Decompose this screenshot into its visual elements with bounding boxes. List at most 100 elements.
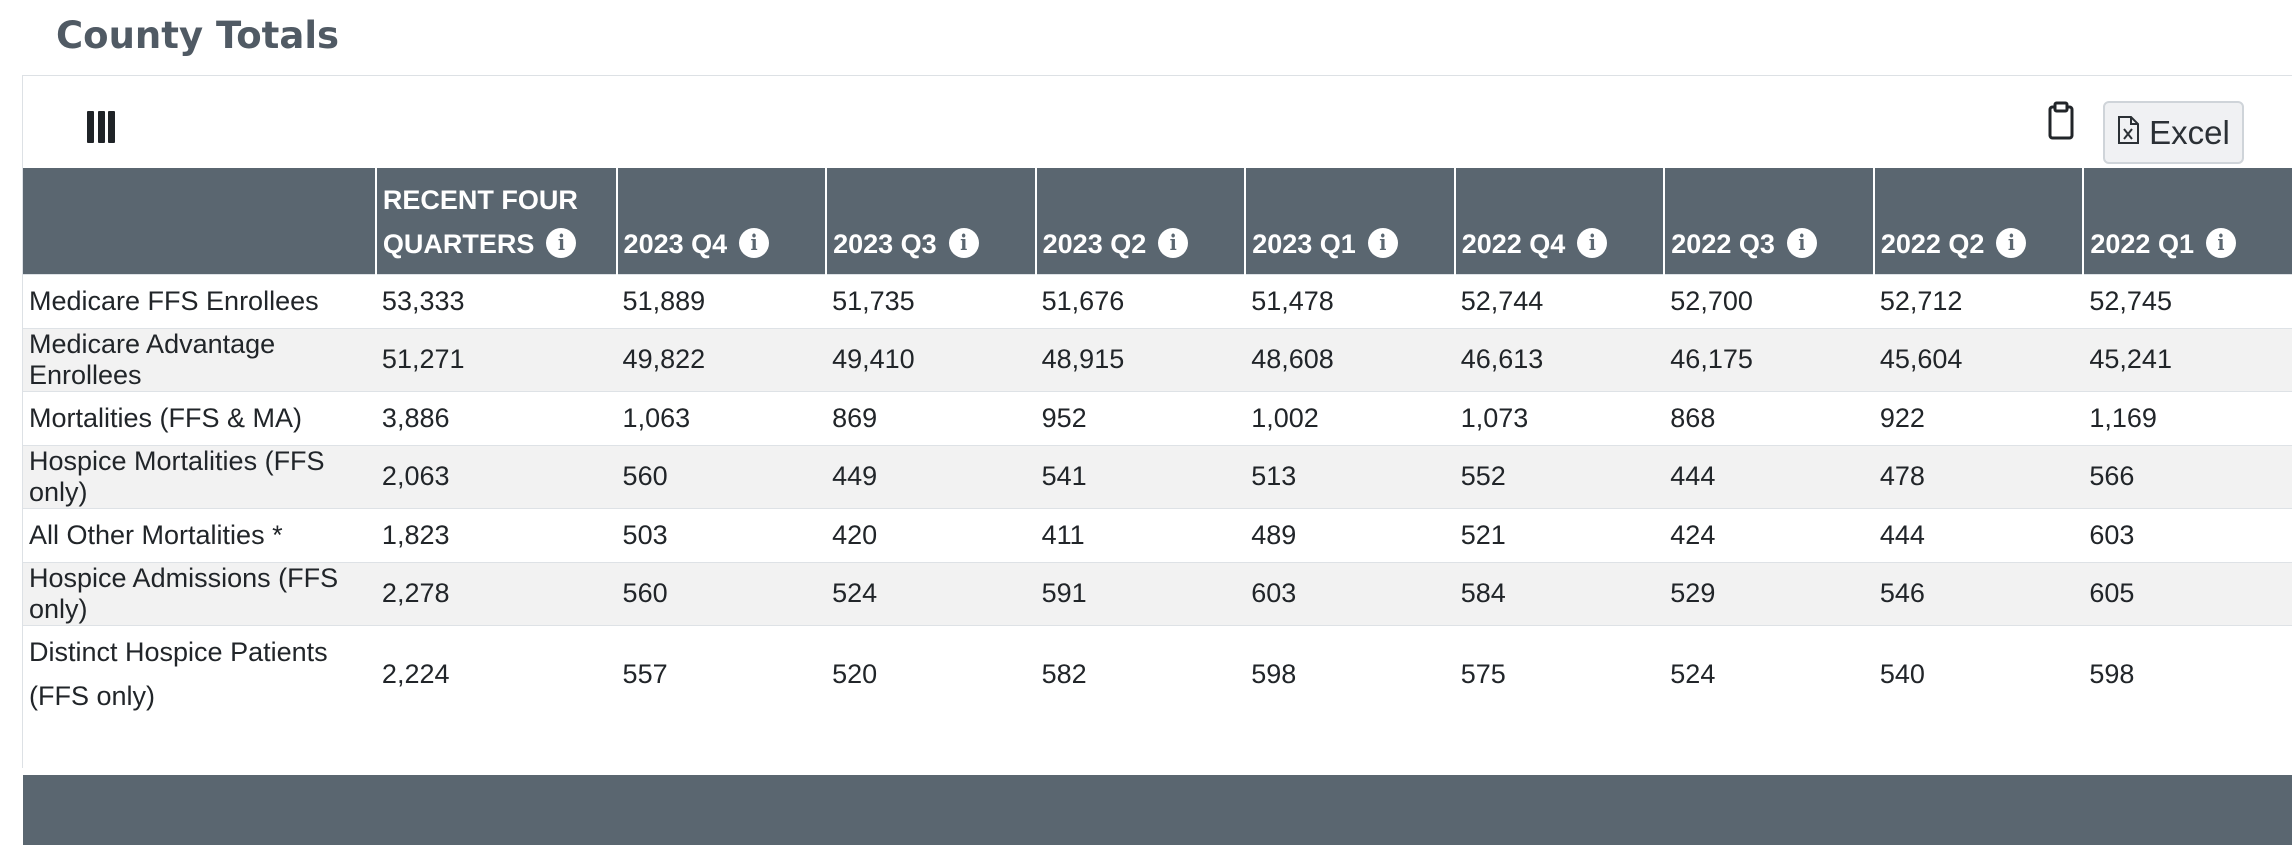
table-cell: 591 — [1035, 561, 1246, 625]
table-cell: 424 — [1664, 507, 1874, 562]
table-cell: 420 — [826, 507, 1036, 562]
table-row: Distinct Hospice Patients (FFS only) 2,22… — [23, 624, 2292, 723]
row-label: Medicare Advantage Enrollees — [23, 327, 376, 391]
table-cell: 605 — [2083, 561, 2292, 625]
table-cell: 2,278 — [375, 561, 617, 625]
row-label: Hospice Admissions (FFS only) — [23, 561, 376, 625]
table-cell: 524 — [1664, 624, 1874, 723]
column-header[interactable]: 2022 Q2 i — [1872, 168, 2084, 274]
table-cell: 444 — [1873, 507, 2084, 562]
table-row: Hospice Mortalities (FFS only) 2,063 560 44… — [23, 444, 2292, 508]
info-icon[interactable]: i — [1367, 228, 1398, 259]
column-header-label: 2022 Q4 — [1461, 228, 1566, 259]
row-label: All Other Mortalities * — [23, 507, 376, 562]
table-cell: 521 — [1454, 507, 1665, 562]
info-icon[interactable]: i — [546, 228, 577, 259]
excel-export-button[interactable]: Excel — [2103, 101, 2244, 164]
column-header-label: 2022 Q1 — [2090, 228, 2194, 259]
table-cell: 2,224 — [375, 624, 617, 723]
column-header[interactable]: 2022 Q3 i — [1663, 168, 1874, 274]
table-cell: 52,712 — [1873, 273, 2084, 328]
table-cell: 868 — [1664, 390, 1874, 445]
header-corner — [23, 168, 376, 274]
info-icon[interactable]: i — [1996, 228, 2027, 259]
table-cell: 541 — [1035, 444, 1246, 508]
table-cell: 51,735 — [826, 273, 1036, 328]
table-cell: 552 — [1454, 444, 1665, 508]
info-icon[interactable]: i — [2205, 228, 2236, 259]
column-header-label: 2023 Q2 — [1042, 228, 1147, 259]
column-header-label: 2022 Q2 — [1880, 228, 1985, 259]
table-cell: 503 — [616, 507, 827, 562]
column-header[interactable]: RECENT FOUR QUARTERS i — [374, 168, 617, 274]
table-cell: 45,241 — [2083, 327, 2292, 391]
table-cell: 575 — [1454, 624, 1665, 723]
table-cell: 52,700 — [1664, 273, 1874, 328]
column-header[interactable]: 2023 Q1 i — [1244, 168, 1455, 274]
county-totals-table: RECENT FOUR QUARTERS i 2023 Q4 i 2023 Q3 i 202… — [23, 168, 2292, 723]
table-cell: 53,333 — [375, 273, 617, 328]
table-row: Medicare FFS Enrollees 53,333 51,889 51,735… — [23, 273, 2292, 328]
column-header[interactable]: 2023 Q2 i — [1034, 168, 1246, 274]
column-header-label: 2022 Q3 — [1671, 228, 1775, 259]
section-title: County Totals — [56, 14, 340, 57]
column-header-label: 2023 Q3 — [833, 228, 937, 259]
table-cell: 49,410 — [826, 327, 1036, 391]
table-cell: 1,169 — [2083, 390, 2292, 445]
table-cell: 1,002 — [1245, 390, 1455, 445]
table-cell: 52,745 — [2083, 273, 2292, 328]
column-header[interactable]: 2023 Q3 i — [825, 168, 1036, 274]
column-header[interactable]: 2022 Q4 i — [1453, 168, 1665, 274]
column-header-label: 2023 Q1 — [1252, 228, 1356, 259]
info-icon[interactable]: i — [1158, 228, 1189, 259]
table-cell: 598 — [2083, 624, 2292, 723]
table-cell: 520 — [826, 624, 1036, 723]
info-icon[interactable]: i — [739, 228, 770, 259]
clipboard-icon[interactable] — [2041, 98, 2081, 146]
table-cell: 546 — [1873, 561, 2084, 625]
table-cell: 529 — [1664, 561, 1874, 625]
table-cell: 52,744 — [1454, 273, 1665, 328]
column-visibility-icon[interactable] — [87, 111, 115, 143]
table-cell: 560 — [616, 444, 827, 508]
table-cell: 48,608 — [1245, 327, 1455, 391]
table-cell: 540 — [1873, 624, 2084, 723]
table-toolbar: Excel — [23, 76, 2292, 168]
table-row: Medicare Advantage Enrollees 51,271 49,822… — [23, 327, 2292, 391]
table-cell: 478 — [1873, 444, 2084, 508]
file-excel-icon — [2117, 114, 2140, 152]
column-header[interactable]: 2023 Q4 i — [615, 168, 827, 274]
row-label: Distinct Hospice Patients (FFS only) — [23, 624, 376, 723]
table-cell: 51,478 — [1245, 273, 1455, 328]
row-label: Hospice Mortalities (FFS only) — [23, 444, 376, 508]
table-cell: 603 — [1245, 561, 1455, 625]
table-cell: 557 — [616, 624, 827, 723]
column-header[interactable]: 2022 Q1 i — [2082, 168, 2292, 274]
info-icon[interactable]: i — [948, 228, 979, 259]
table-cell: 598 — [1245, 624, 1455, 723]
table-cell: 566 — [2083, 444, 2292, 508]
table-cell: 51,271 — [375, 327, 617, 391]
table-cell: 51,676 — [1035, 273, 1246, 328]
table-row: Hospice Admissions (FFS only) 2,278 560 524… — [23, 561, 2292, 625]
table-cell: 411 — [1035, 507, 1246, 562]
table-cell: 51,889 — [616, 273, 827, 328]
info-icon[interactable]: i — [1786, 228, 1817, 259]
table-cell: 449 — [826, 444, 1036, 508]
table-cell: 3,886 — [375, 390, 617, 445]
table-cell: 952 — [1035, 390, 1246, 445]
table-row: All Other Mortalities * 1,823 503 420 411 489… — [23, 507, 2292, 562]
table-cell: 922 — [1873, 390, 2084, 445]
table-cell: 489 — [1245, 507, 1455, 562]
table-cell: 1,073 — [1454, 390, 1665, 445]
column-header-label: 2023 Q4 — [623, 228, 728, 259]
table-cell: 46,613 — [1454, 327, 1665, 391]
table-footer-bar — [23, 775, 2292, 845]
info-icon[interactable]: i — [1577, 228, 1608, 259]
row-label: Medicare FFS Enrollees — [23, 273, 376, 328]
table-cell: 524 — [826, 561, 1036, 625]
table-cell: 46,175 — [1664, 327, 1874, 391]
table-header-row: RECENT FOUR QUARTERS i 2023 Q4 i 2023 Q3 i 202… — [23, 168, 2292, 274]
table-cell: 513 — [1245, 444, 1455, 508]
table-cell: 1,823 — [375, 507, 617, 562]
